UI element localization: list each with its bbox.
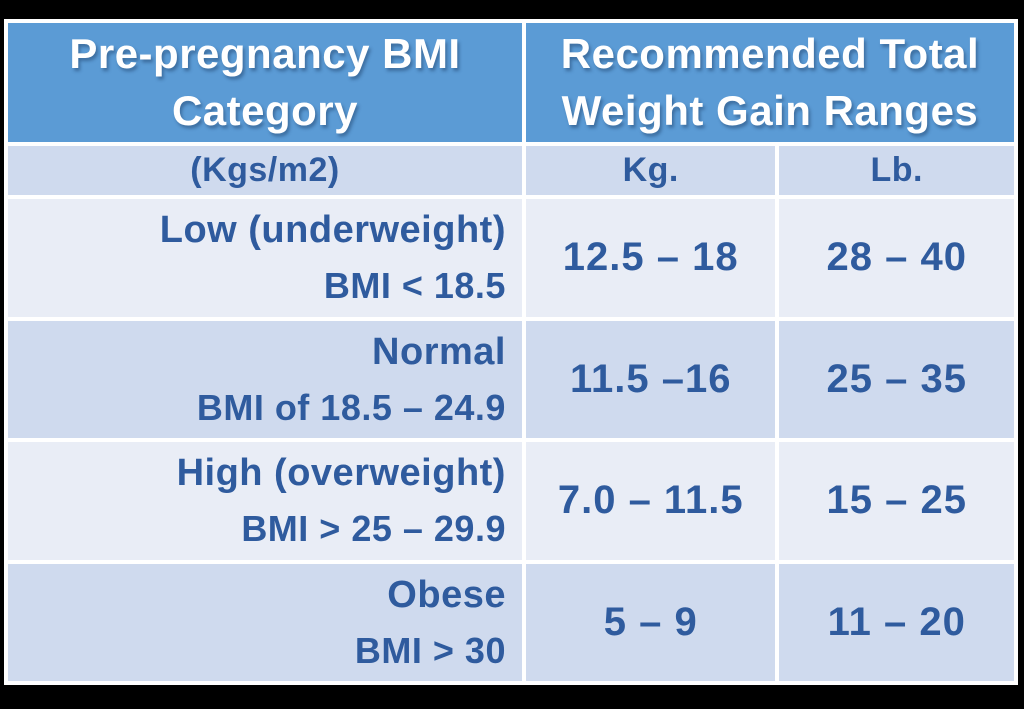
header-cell-category: Pre-pregnancy BMI Category <box>8 23 522 143</box>
kg-value: 7.0 – 11.5 <box>525 442 776 560</box>
lb-value: 15 – 25 <box>779 442 1014 560</box>
kg-value: 5 – 9 <box>525 563 776 681</box>
kg-value: 11.5 –16 <box>525 320 776 439</box>
bmi-weight-gain-table: Pre-pregnancy BMI Category Recommended T… <box>4 19 1018 685</box>
subheader-kg: Kg. <box>525 146 776 196</box>
lb-value: 11 – 20 <box>779 563 1014 681</box>
table-row-high: High (overweight) BMI > 25 – 29.9 7.0 – … <box>8 442 1014 560</box>
table-header-row: Pre-pregnancy BMI Category Recommended T… <box>8 23 1014 143</box>
lb-value: 25 – 35 <box>779 320 1014 439</box>
table-row-low: Low (underweight) BMI < 18.5 12.5 – 18 2… <box>8 199 1014 317</box>
category-cell: High (overweight) BMI > 25 – 29.9 <box>8 442 522 560</box>
lb-value: 28 – 40 <box>779 199 1014 317</box>
category-detail: BMI > 25 – 29.9 <box>241 508 506 550</box>
category-detail: BMI > 30 <box>354 629 506 671</box>
header-cell-ranges: Recommended Total Weight Gain Ranges <box>525 23 1014 143</box>
category-cell: Obese BMI > 30 <box>8 563 522 681</box>
kg-value: 12.5 – 18 <box>525 199 776 317</box>
slide-canvas: Pre-pregnancy BMI Category Recommended T… <box>4 19 1018 685</box>
category-name: High (overweight) <box>176 452 506 495</box>
category-name: Obese <box>387 573 506 616</box>
table-row-normal: Normal BMI of 18.5 – 24.9 11.5 –16 25 – … <box>8 320 1014 439</box>
category-cell: Normal BMI of 18.5 – 24.9 <box>8 320 522 439</box>
category-name: Low (underweight) <box>159 209 506 252</box>
category-detail: BMI < 18.5 <box>323 265 506 307</box>
table-subheader-row: (Kgs/m2) Kg. Lb. <box>8 146 1014 196</box>
subheader-lb: Lb. <box>779 146 1014 196</box>
category-cell: Low (underweight) BMI < 18.5 <box>8 199 522 317</box>
subheader-units: (Kgs/m2) <box>8 146 522 196</box>
table-row-obese: Obese BMI > 30 5 – 9 11 – 20 <box>8 563 1014 681</box>
category-detail: BMI of 18.5 – 24.9 <box>196 386 506 428</box>
category-name: Normal <box>372 330 506 373</box>
